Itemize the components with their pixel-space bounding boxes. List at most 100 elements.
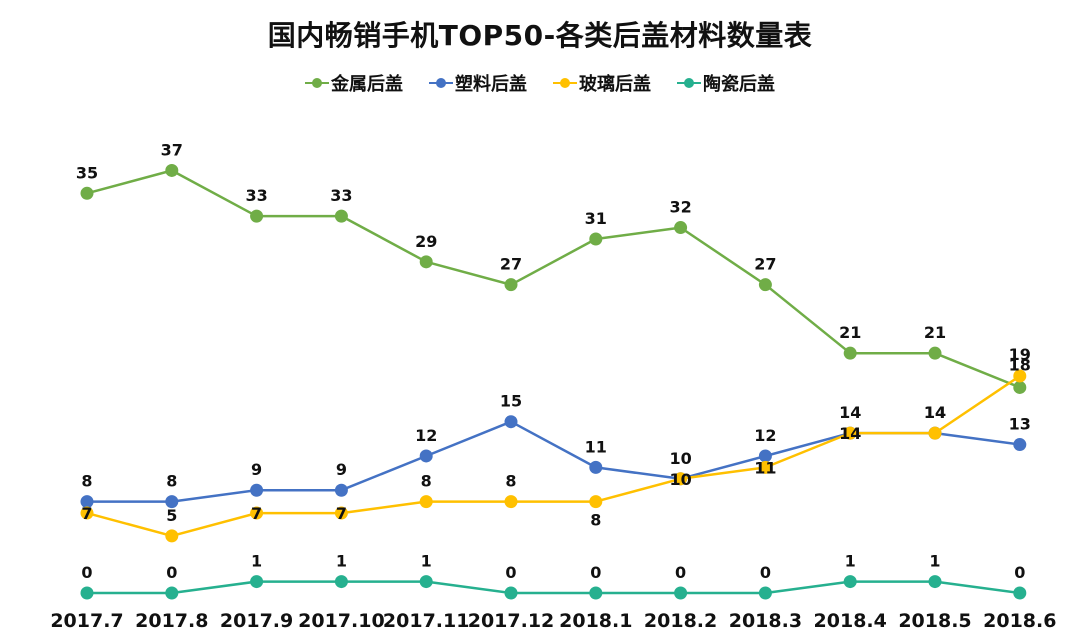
data-label-metal: 21	[839, 323, 861, 342]
series-line-ceramic	[87, 580, 1020, 595]
x-tick-label: 2017.12	[468, 610, 555, 631]
data-label-glass: 19	[1009, 345, 1031, 364]
data-point-glass	[843, 426, 857, 440]
data-point-metal	[1013, 380, 1027, 394]
data-label-glass: 7	[251, 504, 262, 523]
data-point-plastic	[589, 460, 603, 474]
data-point-metal	[758, 278, 772, 292]
data-point-metal	[843, 346, 857, 360]
legend-swatch-metal	[305, 77, 329, 89]
data-point-ceramic	[674, 586, 688, 600]
data-point-glass	[419, 495, 433, 509]
data-label-ceramic: 0	[81, 563, 92, 582]
data-point-metal	[928, 346, 942, 360]
data-point-glass	[334, 506, 348, 520]
data-point-ceramic	[165, 586, 179, 600]
chart-title: 国内畅销手机TOP50-各类后盖材料数量表	[267, 19, 813, 52]
legend-swatch-glass	[553, 77, 577, 89]
series-line-glass	[86, 374, 1021, 538]
x-tick-label: 2018.1	[559, 610, 632, 631]
data-point-plastic	[334, 483, 348, 497]
legend-swatch-ceramic	[677, 77, 701, 89]
data-point-glass	[674, 472, 688, 486]
data-label-metal: 32	[669, 198, 691, 217]
x-tick-label: 2018.5	[898, 610, 971, 631]
data-label-glass: 14	[924, 403, 946, 422]
legend-label-glass: 玻璃后盖	[579, 74, 651, 95]
data-label-metal: 29	[415, 232, 437, 251]
data-point-glass	[758, 460, 772, 474]
data-point-ceramic	[589, 586, 603, 600]
x-tick-label: 2017.10	[298, 610, 385, 631]
legend: 金属后盖 塑料后盖 玻璃后盖 陶瓷后盖	[0, 70, 1080, 96]
data-label-plastic: 13	[1009, 415, 1031, 434]
data-point-metal	[334, 209, 348, 223]
x-tick-label: 2017.9	[220, 610, 293, 631]
data-point-metal	[504, 278, 518, 292]
data-label-glass: 8	[590, 511, 601, 530]
data-label-plastic: 12	[754, 426, 776, 445]
legend-item-metal: 金属后盖	[305, 70, 403, 96]
data-label-metal: 21	[924, 323, 946, 342]
data-point-metal	[589, 232, 603, 246]
legend-item-ceramic: 陶瓷后盖	[677, 70, 775, 96]
data-point-plastic	[758, 449, 772, 463]
data-label-plastic: 8	[81, 472, 92, 491]
data-label-plastic: 15	[500, 392, 522, 411]
data-point-plastic	[419, 449, 433, 463]
data-point-glass	[1013, 369, 1027, 383]
data-label-plastic: 14	[924, 403, 946, 422]
data-label-glass: 11	[754, 458, 776, 477]
data-point-ceramic	[80, 586, 94, 600]
legend-label-metal: 金属后盖	[331, 74, 403, 95]
x-tick-label: 2018.6	[983, 610, 1056, 631]
data-label-plastic: 9	[336, 460, 347, 479]
data-point-ceramic	[1013, 586, 1027, 600]
data-label-plastic: 14	[839, 403, 861, 422]
data-label-ceramic: 0	[166, 563, 177, 582]
x-tick-label: 2018.3	[729, 610, 802, 631]
data-label-plastic: 12	[415, 426, 437, 445]
data-label-glass: 8	[505, 472, 516, 491]
data-label-ceramic: 0	[505, 563, 516, 582]
data-label-glass: 8	[421, 472, 432, 491]
data-point-glass	[589, 495, 603, 509]
data-point-metal	[674, 221, 688, 235]
data-point-plastic	[165, 495, 179, 509]
data-label-ceramic: 0	[590, 563, 601, 582]
series-line-metal	[86, 169, 1021, 389]
data-label-metal: 27	[500, 255, 522, 274]
legend-swatch-plastic	[429, 77, 453, 89]
data-point-glass	[250, 506, 264, 520]
data-label-metal: 33	[245, 186, 267, 205]
data-point-plastic	[250, 483, 264, 497]
data-point-ceramic	[334, 575, 348, 589]
data-point-glass	[165, 529, 179, 543]
data-point-ceramic	[250, 575, 264, 589]
data-point-glass	[504, 495, 518, 509]
data-label-ceramic: 1	[251, 552, 262, 571]
data-label-ceramic: 1	[421, 552, 432, 571]
data-label-plastic: 10	[669, 449, 691, 468]
data-point-ceramic	[504, 586, 518, 600]
data-point-plastic	[504, 415, 518, 429]
data-point-metal	[250, 209, 264, 223]
legend-item-glass: 玻璃后盖	[553, 70, 651, 96]
data-label-glass: 7	[336, 504, 347, 523]
data-point-glass	[80, 506, 94, 520]
data-label-glass: 7	[81, 504, 92, 523]
data-label-plastic: 11	[585, 437, 607, 456]
data-label-metal: 31	[585, 209, 607, 228]
data-point-plastic	[1013, 438, 1027, 452]
data-label-ceramic: 1	[336, 552, 347, 571]
data-label-plastic: 8	[166, 472, 177, 491]
data-label-metal: 35	[76, 163, 98, 182]
data-label-metal: 18	[1009, 355, 1031, 374]
x-tick-label: 2018.4	[814, 610, 887, 631]
data-point-metal	[419, 255, 433, 269]
legend-label-plastic: 塑料后盖	[455, 74, 527, 95]
legend-label-ceramic: 陶瓷后盖	[703, 74, 775, 95]
x-tick-label: 2017.11	[383, 610, 470, 631]
data-point-metal	[165, 163, 179, 177]
